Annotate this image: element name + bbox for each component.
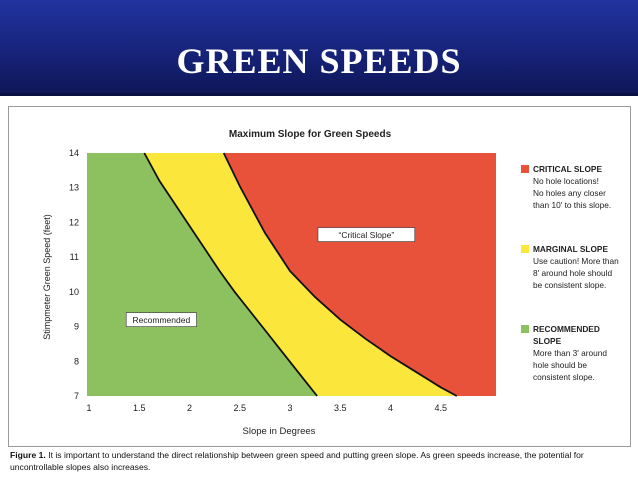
caption-label: Figure 1. xyxy=(10,450,46,460)
legend-title-recommended: RECOMMENDED xyxy=(533,324,600,334)
legend-swatch-critical xyxy=(521,165,529,173)
x-tick-label: 4.5 xyxy=(434,403,447,413)
figure-frame: Maximum Slope for Green Speeds 7 8 9 10 11 12… xyxy=(8,106,631,447)
x-tick-label: 2 xyxy=(187,403,192,413)
y-tick-label: 9 xyxy=(74,322,79,332)
x-tick-label: 4 xyxy=(388,403,393,413)
slide-header xyxy=(0,0,638,96)
y-tick-label: 13 xyxy=(69,183,79,193)
recommended-label: Recommended xyxy=(133,315,191,325)
figure-caption: Figure 1. It is important to understand … xyxy=(10,449,630,473)
legend-line: No holes any closer xyxy=(533,188,606,198)
x-tick-label: 3 xyxy=(287,403,292,413)
y-tick-label: 11 xyxy=(70,252,79,262)
y-tick-label: 10 xyxy=(69,287,79,297)
y-tick-label: 14 xyxy=(69,148,79,158)
y-tick-label: 8 xyxy=(74,356,79,366)
legend-line: hole should be xyxy=(533,360,587,370)
x-tick-label: 2.5 xyxy=(233,403,246,413)
x-axis-ticks: 1 1.5 2 2.5 3 3.5 4 4.5 xyxy=(87,403,447,413)
legend-line: be consistent slope. xyxy=(533,280,607,290)
y-tick-label: 7 xyxy=(74,391,79,401)
x-tick-label: 3.5 xyxy=(334,403,347,413)
green-speed-chart: Maximum Slope for Green Speeds 789101112… xyxy=(42,129,496,437)
legend-line: consistent slope. xyxy=(533,372,595,382)
legend-title-critical: CRITICAL SLOPE xyxy=(533,164,602,174)
legend-critical: CRITICAL SLOPE No hole locations! No hol… xyxy=(521,163,611,211)
y-tick-label: 12 xyxy=(69,217,79,227)
x-tick-label: 1.5 xyxy=(133,403,146,413)
chart-title: Maximum Slope for Green Speeds xyxy=(229,129,392,140)
legend-line: Use caution! More than xyxy=(533,256,619,266)
caption-text: It is important to understand the direct… xyxy=(10,450,584,472)
header-rule xyxy=(0,93,638,96)
legend-line: SLOPE xyxy=(533,336,562,346)
legend-line: More than 3' around xyxy=(533,348,607,358)
critical-slope-label-box xyxy=(317,227,416,242)
critical-curve-line xyxy=(222,152,458,397)
legend-line: than 10' to this slope. xyxy=(533,200,612,210)
legend-swatch-marginal xyxy=(521,245,529,253)
recommended-label-box xyxy=(125,312,197,327)
slide-title: GREEN SPEEDS xyxy=(176,41,462,81)
legend-title-marginal: MARGINAL SLOPE xyxy=(533,244,608,254)
legend-swatch-recommended xyxy=(521,325,529,333)
chart-annotations: Recommended “Critical Slope” xyxy=(125,227,416,327)
legend-marginal: MARGINAL SLOPE Use caution! More than 8'… xyxy=(521,243,619,291)
legend-line: 8' around hole should xyxy=(533,268,613,278)
critical-slope-label: “Critical Slope” xyxy=(338,230,394,240)
recommended-zone xyxy=(87,153,318,396)
y-axis-ticks: 7 8 9 10 11 12 13 14 xyxy=(69,148,79,401)
x-axis-label: Slope in Degrees xyxy=(243,426,316,437)
recommended-curve-line xyxy=(143,152,318,397)
y-axis-label: Stimpmeter Green Speed (feet) xyxy=(42,214,52,340)
legend-recommended: RECOMMENDED SLOPE More than 3' around ho… xyxy=(521,323,607,383)
legend-line: No hole locations! xyxy=(533,176,599,186)
x-tick-label: 1 xyxy=(87,403,92,413)
